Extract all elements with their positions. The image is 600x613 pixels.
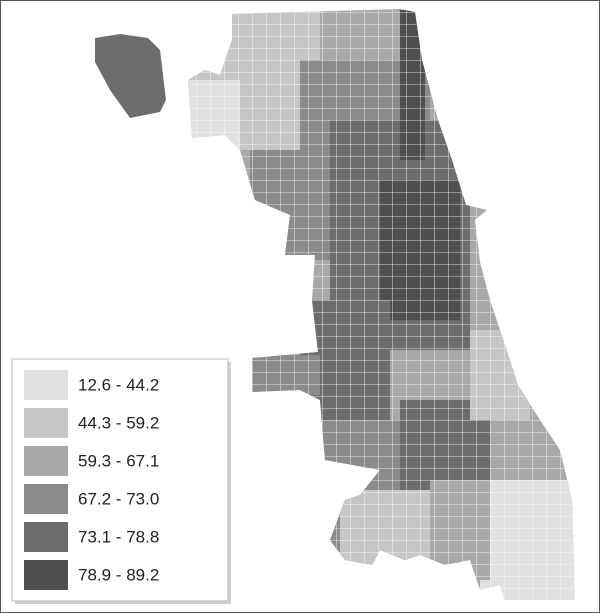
legend-swatch (24, 484, 68, 514)
legend-swatch (24, 522, 68, 552)
legend-label: 12.6 - 44.2 (78, 375, 159, 394)
legend-swatch (24, 446, 68, 476)
legend-swatch (24, 560, 68, 590)
legend-label: 67.2 - 73.0 (78, 489, 159, 508)
legend-label: 73.1 - 78.8 (78, 527, 159, 546)
ohare-area (95, 34, 166, 118)
legend-swatch (24, 408, 68, 438)
legend-swatch (24, 370, 68, 400)
legend-label: 59.3 - 67.1 (78, 451, 159, 470)
legend-label: 44.3 - 59.2 (78, 413, 159, 432)
legend-label: 78.9 - 89.2 (78, 565, 159, 584)
legend: 12.6 - 44.2 44.3 - 59.2 59.3 - 67.1 67.2 - … (11, 358, 231, 604)
